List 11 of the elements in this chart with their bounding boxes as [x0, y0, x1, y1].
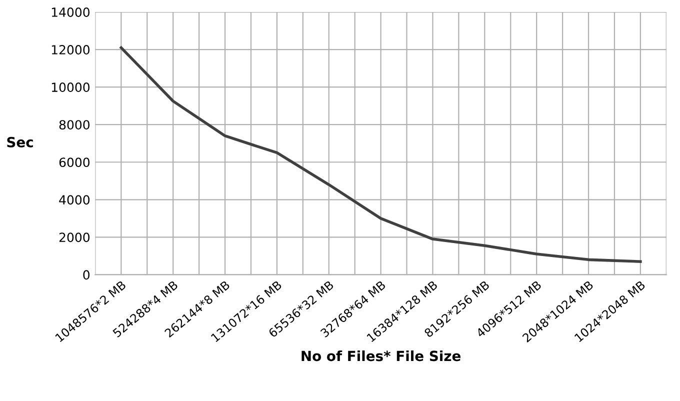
- y-tick-label: 10000: [52, 82, 90, 92]
- line-series: [120, 46, 642, 263]
- y-tick-label: 8000: [59, 120, 90, 130]
- y-tick-label: 12000: [52, 45, 90, 54]
- y-tick-label: 14000: [52, 8, 90, 17]
- y-axis-title: Sec: [7, 136, 33, 148]
- y-tick-label: 0: [83, 270, 90, 280]
- x-axis-title: No of Files* File Size: [302, 350, 460, 362]
- y-tick-label: 2000: [59, 232, 90, 242]
- y-tick-label: 6000: [59, 158, 90, 168]
- y-tick-label: 4000: [59, 195, 90, 205]
